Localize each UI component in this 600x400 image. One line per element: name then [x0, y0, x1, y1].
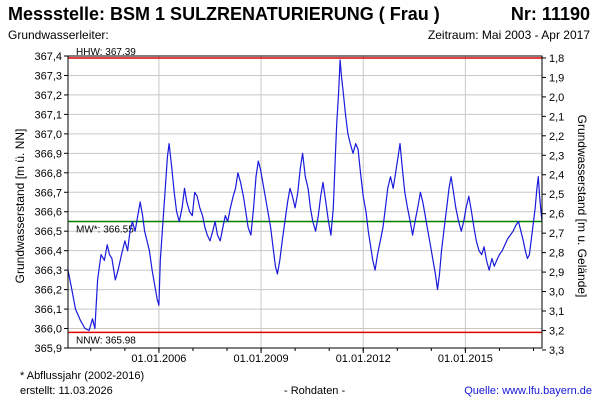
y-tick-label-right: 2,4 [549, 170, 564, 182]
y-tick-label-right: 2,0 [549, 92, 564, 104]
y-tick-label-right: 1,9 [549, 72, 564, 84]
y-tick-label-left: 366,6 [34, 207, 62, 219]
y-tick-label-left: 366,9 [34, 148, 62, 160]
y-tick-label-left: 366,5 [34, 226, 62, 238]
reference-line-label: HHW: 367.39 [76, 47, 136, 58]
y-tick-label-left: 367,3 [34, 70, 62, 82]
reference-line-label: MW*: 366.55 [76, 224, 134, 235]
grid [68, 55, 542, 349]
y-tick-label-left: 367,1 [34, 109, 62, 121]
y-tick-label-left: 367,0 [34, 129, 62, 141]
created-date: erstellt: 11.03.2026 [20, 385, 113, 397]
chart-title: Messstelle: BSM 1 SULZRENATURIERUNG ( Fr… [8, 4, 440, 24]
station-number: Nr: 11190 [510, 4, 590, 24]
y-tick-label-left: 366,4 [34, 246, 62, 258]
y-tick-label-right: 2,7 [549, 228, 564, 240]
source-link[interactable]: Quelle: www.lfu.bayern.de [464, 385, 592, 397]
y-tick-label-right: 2,3 [549, 150, 564, 162]
y-tick-label-right: 2,5 [549, 189, 564, 201]
y-axis-label-right: Grundwasserstand [m u. Gelände] [575, 115, 589, 298]
x-tick-label: 01.01.2012 [336, 353, 391, 365]
y-tick-label-left: 366,0 [34, 324, 62, 336]
y-tick-label-right: 2,1 [549, 111, 564, 123]
y-tick-label-right: 2,2 [549, 131, 564, 143]
y-tick-label-right: 1,8 [549, 53, 564, 65]
x-tick-label: 01.01.2009 [234, 353, 289, 365]
y-tick-label-left: 366,1 [34, 304, 62, 316]
y-tick-label-right: 2,9 [549, 267, 564, 279]
y-tick-label-right: 3,2 [549, 325, 564, 337]
y-tick-label-right: 2,6 [549, 209, 564, 221]
groundwater-series-line [67, 59, 543, 332]
reference-lines: HHW: 367.39 MW*: 366.55 NNW: 365.98 [68, 47, 542, 346]
y-tick-label-left: 367,4 [34, 51, 62, 63]
series-layer [67, 59, 543, 332]
plot-frame [67, 55, 543, 349]
source-link-text[interactable]: Quelle: www.lfu.bayern.de [464, 385, 592, 397]
y-tick-label-right: 2,8 [549, 248, 564, 260]
y-tick-label-left: 366,2 [34, 285, 62, 297]
data-mode: - Rohdaten - [284, 385, 346, 397]
y-tick-label-right: 3,1 [549, 306, 564, 318]
y-tick-label-left: 366,8 [34, 168, 62, 180]
reference-line-label: NNW: 365.98 [76, 335, 136, 346]
y-tick-label-right: 3,3 [549, 345, 564, 357]
y-tick-label-right: 3,0 [549, 287, 564, 299]
x-tick-label: 01.01.2006 [131, 353, 186, 365]
aquifer-label: Grundwasserleiter: [8, 28, 109, 42]
y-tick-label-left: 365,9 [34, 343, 62, 355]
y-tick-label-left: 366,3 [34, 265, 62, 277]
y-axis-label-left: Grundwasserstand [m ü. NN] [13, 129, 27, 284]
y-tick-label-left: 366,7 [34, 187, 62, 199]
x-tick-label: 01.01.2015 [438, 353, 493, 365]
y-tick-label-left: 367,2 [34, 90, 62, 102]
footnote-abflussjahr: * Abflussjahr (2002-2016) [20, 370, 145, 382]
axes: 365,9 366,0 366,1 366,2 366,3 366,4 366,5 366,6… [34, 51, 564, 365]
period-label: Zeitraum: Mai 2003 - Apr 2017 [427, 28, 590, 42]
